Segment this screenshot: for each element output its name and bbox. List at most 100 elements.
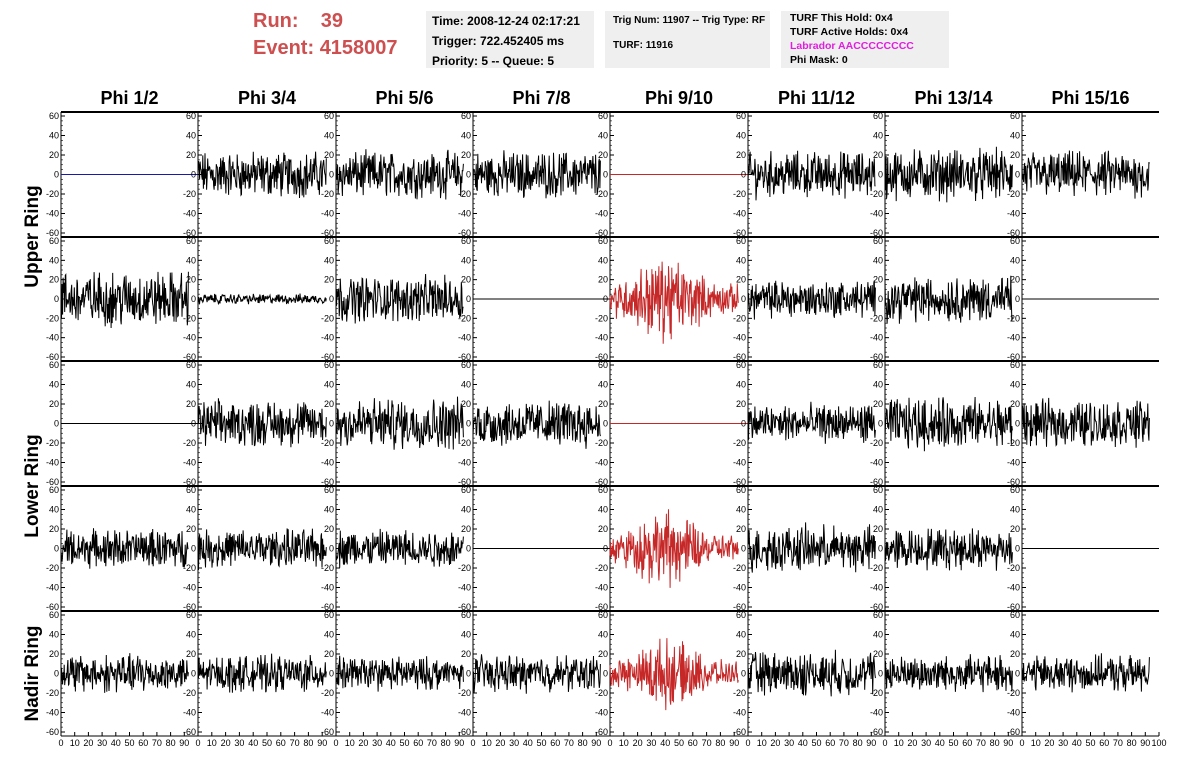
y-tick-label: -60: [595, 602, 608, 612]
waveform-trace: [472, 654, 601, 694]
turf-info-box: TURF This Hold: 0x4 TURF Active Holds: 0…: [781, 11, 949, 68]
waveform-trace: [335, 396, 464, 450]
waveform-trace: [1021, 397, 1150, 448]
y-tick-label: 20: [461, 275, 471, 285]
x-tick-label: 60: [825, 738, 835, 748]
y-tick-label: 40: [598, 131, 608, 141]
x-tick-label: 0: [333, 738, 338, 748]
trig-info-box: Trig Num: 11907 -- Trig Type: RF TURF: 1…: [605, 11, 770, 68]
y-tick-label: 40: [598, 630, 608, 640]
y-tick-label: 0: [329, 419, 334, 429]
y-tick-label: 0: [741, 419, 746, 429]
y-tick-label: -60: [46, 727, 59, 737]
y-tick-label: -40: [458, 209, 471, 219]
y-tick-label: 60: [186, 236, 196, 246]
y-tick-label: -20: [321, 563, 334, 573]
y-tick-label: -60: [1007, 727, 1020, 737]
x-tick-label: 20: [907, 738, 917, 748]
x-tick-label: 10: [757, 738, 767, 748]
y-tick-label: -60: [870, 727, 883, 737]
y-tick-label: 60: [873, 236, 883, 246]
x-tick-label: 100: [1151, 738, 1166, 748]
x-tick-label: 70: [427, 738, 437, 748]
y-tick-label: 40: [324, 255, 334, 265]
y-tick-label: -40: [458, 708, 471, 718]
y-tick-label: 20: [1010, 150, 1020, 160]
y-tick-label: -40: [1007, 333, 1020, 343]
y-tick-label: 20: [736, 150, 746, 160]
y-tick-label: -60: [870, 602, 883, 612]
x-tick-label: 60: [1099, 738, 1109, 748]
waveform-trace: [335, 655, 464, 692]
waveform-trace: [884, 275, 1013, 324]
x-tick-label: 60: [413, 738, 423, 748]
y-tick-label: 40: [49, 255, 59, 265]
y-tick-label: -60: [321, 477, 334, 487]
x-tick-label: 30: [372, 738, 382, 748]
y-tick-label: 20: [324, 275, 334, 285]
y-tick-label: -60: [595, 352, 608, 362]
y-tick-label: 20: [873, 649, 883, 659]
x-tick-label: 60: [550, 738, 560, 748]
y-tick-label: 40: [461, 630, 471, 640]
y-tick-label: -60: [46, 477, 59, 487]
y-tick-label: 0: [1015, 669, 1020, 679]
y-tick-label: 40: [186, 255, 196, 265]
y-tick-label: -40: [595, 583, 608, 593]
phi-mask-text: Phi Mask: 0: [790, 54, 848, 66]
y-tick-label: -20: [321, 313, 334, 323]
y-tick-label: 20: [1010, 524, 1020, 534]
x-tick-label: 80: [166, 738, 176, 748]
y-tick-label: -40: [1007, 458, 1020, 468]
y-tick-label: 40: [598, 255, 608, 265]
x-tick-label: 10: [482, 738, 492, 748]
y-tick-label: -40: [46, 708, 59, 718]
x-tick-label: 90: [591, 738, 601, 748]
y-tick-label: 0: [54, 170, 59, 180]
y-tick-label: -60: [595, 228, 608, 238]
y-tick-label: 0: [603, 294, 608, 304]
waveform-trace: [1021, 150, 1150, 199]
time-info-box: Time: 2008-12-24 02:17:21 Trigger: 722.4…: [426, 11, 594, 68]
y-tick-label: 20: [49, 399, 59, 409]
y-tick-label: 40: [49, 131, 59, 141]
priority-queue-text: Priority: 5 -- Queue: 5: [432, 54, 555, 68]
y-tick-label: 40: [1010, 131, 1020, 141]
y-tick-label: -60: [1007, 352, 1020, 362]
y-tick-label: 0: [329, 170, 334, 180]
y-tick-label: 40: [1010, 380, 1020, 390]
y-tick-label: -40: [733, 583, 746, 593]
waveform-trace: [60, 653, 189, 693]
x-tick-label: 50: [811, 738, 821, 748]
x-tick-label: 50: [399, 738, 409, 748]
y-tick-label: 40: [461, 380, 471, 390]
y-tick-label: 20: [598, 275, 608, 285]
y-tick-label: 60: [186, 360, 196, 370]
y-tick-label: 0: [603, 544, 608, 554]
x-tick-label: 70: [702, 738, 712, 748]
y-tick-label: -40: [46, 209, 59, 219]
waveform-trace: [747, 150, 876, 201]
y-tick-label: -60: [733, 352, 746, 362]
y-tick-label: 40: [873, 380, 883, 390]
y-tick-label: 60: [736, 236, 746, 246]
column-label: Phi 11/12: [778, 88, 855, 108]
y-tick-label: 20: [736, 524, 746, 534]
y-tick-label: 20: [186, 649, 196, 659]
y-tick-label: 0: [329, 544, 334, 554]
y-tick-label: -20: [1007, 688, 1020, 698]
waveform-trace: [472, 400, 601, 449]
y-tick-label: 20: [461, 649, 471, 659]
y-tick-label: 20: [49, 524, 59, 534]
y-tick-label: -60: [321, 228, 334, 238]
turf-text: TURF: 11916: [613, 40, 674, 51]
run-value: 39: [320, 10, 344, 32]
y-tick-label: -20: [46, 563, 59, 573]
y-tick-label: 60: [186, 610, 196, 620]
y-tick-label: 0: [1015, 170, 1020, 180]
y-tick-label: -60: [321, 352, 334, 362]
y-tick-label: -60: [321, 602, 334, 612]
y-tick-label: -60: [870, 228, 883, 238]
y-tick-label: 0: [741, 544, 746, 554]
y-tick-label: 40: [186, 380, 196, 390]
